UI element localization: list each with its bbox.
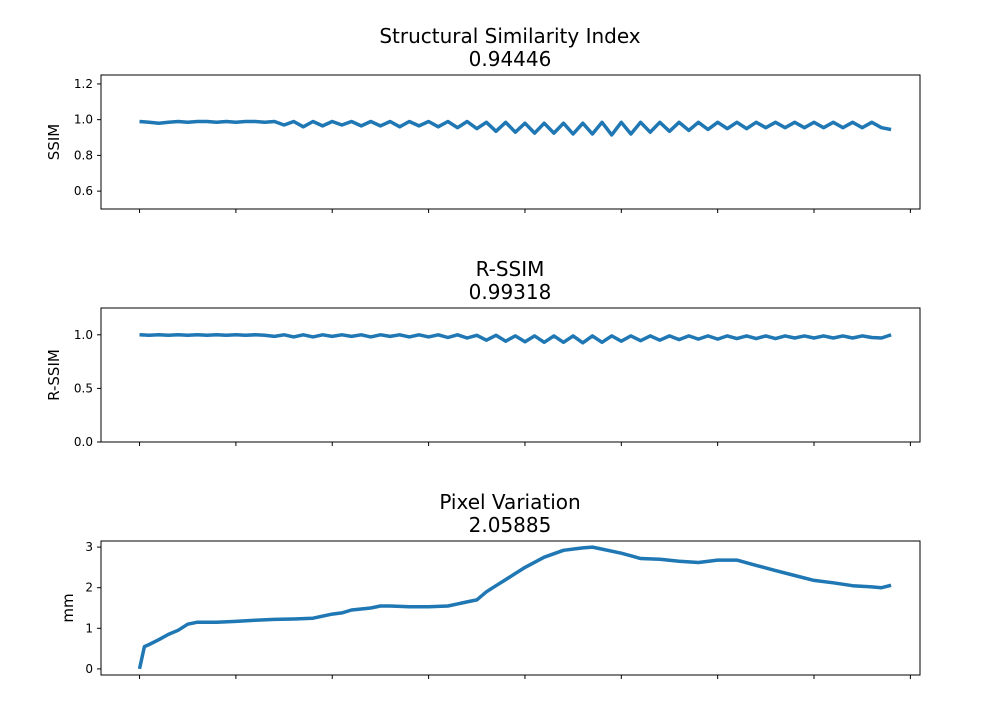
axes-frame: [100, 307, 921, 443]
y-tick-label: 2: [85, 581, 93, 595]
panel-subtitle: 0.94446: [469, 47, 552, 71]
y-tick-label: 0.5: [74, 381, 93, 395]
y-tick-label: 0: [85, 662, 93, 676]
plot-area: 0.6 0.8 1.0 1.2: [74, 77, 911, 213]
y-tick-label: 1.2: [74, 77, 93, 91]
y-tick-label: 3: [85, 540, 93, 554]
series-line: [137, 545, 892, 670]
series-line: [139, 333, 892, 345]
panel-subtitle: 0.99318: [469, 280, 552, 304]
panel-ssim: Structural Similarity Index 0.94446 SSIM…: [45, 24, 921, 213]
series-line: [139, 119, 892, 137]
y-axis-label: mm: [59, 593, 77, 622]
y-tick-label: 0.8: [74, 148, 93, 162]
plot-area: 0.0 0.5 1.0: [74, 328, 911, 449]
panel-title: Structural Similarity Index: [379, 24, 640, 48]
panel-title: R-SSIM: [476, 257, 545, 281]
axes-frame: [100, 74, 921, 210]
panel-title: Pixel Variation: [439, 490, 580, 514]
panel-subtitle: 2.05885: [469, 513, 552, 537]
panel-r-ssim: R-SSIM 0.99318 R-SSIM 0.0 0.5 1.0: [45, 257, 921, 449]
y-tick-label: 1.0: [74, 113, 93, 127]
axes-frame: [100, 540, 921, 676]
panel-pixel-variation: Pixel Variation 2.05885 mm 0 1 2 3: [59, 490, 921, 679]
y-axis-label: R-SSIM: [45, 349, 63, 401]
y-tick-label: 1.0: [74, 328, 93, 342]
y-tick-label: 0.6: [74, 184, 93, 198]
y-axis-label: SSIM: [45, 124, 63, 160]
y-tick-label: 0.0: [74, 435, 93, 449]
y-tick-label: 1: [85, 621, 93, 635]
plot-area: 0 1 2 3: [85, 540, 911, 679]
